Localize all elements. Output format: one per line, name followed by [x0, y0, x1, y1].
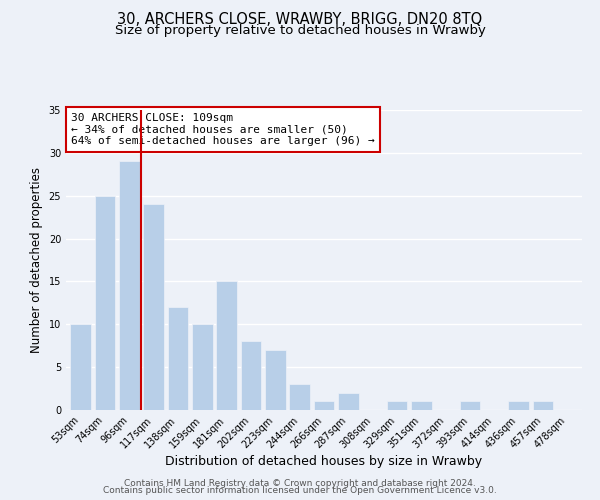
Bar: [508, 402, 529, 410]
Bar: [119, 162, 140, 410]
X-axis label: Distribution of detached houses by size in Wrawby: Distribution of detached houses by size …: [166, 456, 482, 468]
Bar: [95, 196, 115, 410]
Bar: [265, 350, 286, 410]
Bar: [386, 402, 407, 410]
Bar: [167, 307, 188, 410]
Bar: [314, 402, 334, 410]
Bar: [338, 393, 359, 410]
Bar: [460, 402, 481, 410]
Text: Contains HM Land Registry data © Crown copyright and database right 2024.: Contains HM Land Registry data © Crown c…: [124, 478, 476, 488]
Bar: [216, 282, 237, 410]
Text: 30, ARCHERS CLOSE, WRAWBY, BRIGG, DN20 8TQ: 30, ARCHERS CLOSE, WRAWBY, BRIGG, DN20 8…: [118, 12, 482, 28]
Bar: [289, 384, 310, 410]
Bar: [143, 204, 164, 410]
Y-axis label: Number of detached properties: Number of detached properties: [30, 167, 43, 353]
Bar: [192, 324, 212, 410]
Bar: [241, 342, 262, 410]
Text: Contains public sector information licensed under the Open Government Licence v3: Contains public sector information licen…: [103, 486, 497, 495]
Bar: [411, 402, 432, 410]
Text: 30 ARCHERS CLOSE: 109sqm
← 34% of detached houses are smaller (50)
64% of semi-d: 30 ARCHERS CLOSE: 109sqm ← 34% of detach…: [71, 113, 375, 146]
Text: Size of property relative to detached houses in Wrawby: Size of property relative to detached ho…: [115, 24, 485, 37]
Bar: [70, 324, 91, 410]
Bar: [533, 402, 553, 410]
